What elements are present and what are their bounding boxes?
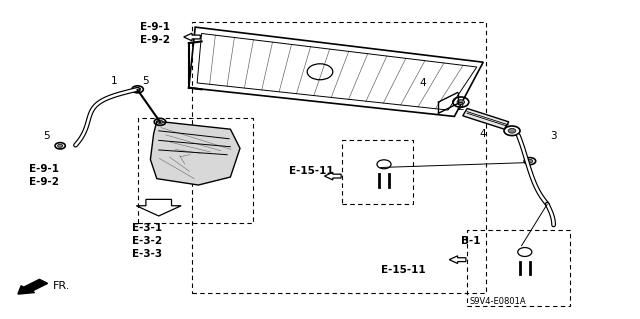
Polygon shape: [150, 121, 240, 185]
Text: 5: 5: [44, 130, 50, 141]
Polygon shape: [449, 256, 466, 263]
Ellipse shape: [508, 129, 516, 133]
Text: E-9-2: E-9-2: [140, 35, 170, 45]
Ellipse shape: [527, 159, 532, 163]
Text: 4: 4: [419, 78, 426, 88]
Text: 3: 3: [550, 130, 557, 141]
Text: 2: 2: [458, 102, 464, 112]
Bar: [192, 22, 486, 293]
Text: 1: 1: [111, 76, 117, 86]
Text: E-15-11: E-15-11: [381, 264, 426, 275]
Ellipse shape: [457, 100, 465, 105]
Text: E-3-2: E-3-2: [132, 236, 163, 246]
Text: FR.: FR.: [52, 281, 70, 291]
Text: S9V4-E0801A: S9V4-E0801A: [469, 297, 525, 306]
Ellipse shape: [134, 87, 141, 91]
Text: 4: 4: [480, 129, 486, 139]
Text: E-3-1: E-3-1: [132, 223, 163, 233]
Text: E-9-1: E-9-1: [29, 164, 59, 174]
Text: E-9-1: E-9-1: [140, 22, 170, 32]
Polygon shape: [184, 33, 200, 41]
Text: E-15-11: E-15-11: [289, 166, 334, 176]
Polygon shape: [136, 199, 181, 216]
Bar: [342, 140, 413, 204]
FancyArrow shape: [18, 279, 47, 294]
Polygon shape: [463, 108, 509, 129]
Ellipse shape: [58, 144, 63, 147]
Ellipse shape: [157, 120, 163, 124]
Text: E-3-3: E-3-3: [132, 249, 163, 259]
Bar: [467, 230, 570, 306]
Text: E-9-2: E-9-2: [29, 177, 59, 187]
Text: B-1: B-1: [461, 236, 480, 246]
Polygon shape: [324, 172, 341, 180]
Bar: [138, 118, 253, 223]
Text: 5: 5: [143, 76, 149, 86]
